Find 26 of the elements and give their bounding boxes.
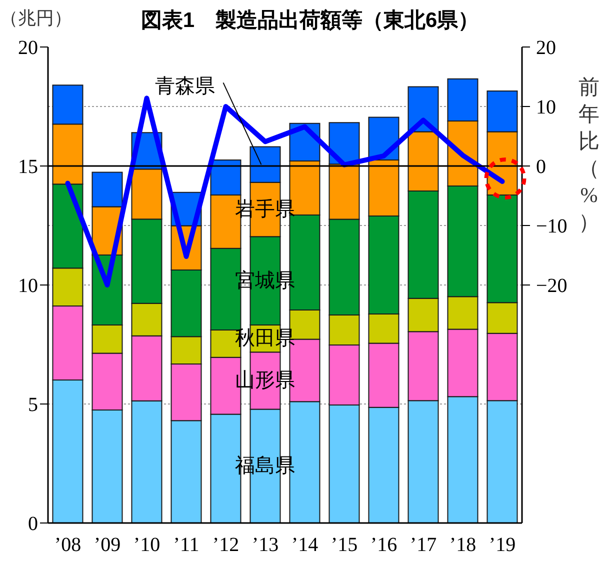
y-tick-label: 15 [18, 156, 38, 178]
x-tick-label: ’14 [291, 534, 318, 556]
x-tick-label: ’18 [449, 534, 476, 556]
y2-tick-label: 0 [536, 156, 546, 178]
y2-tick-label: 20 [536, 37, 556, 60]
series-label: 青森県 [155, 76, 216, 98]
x-tick-label: ’09 [94, 534, 121, 556]
y2-tick-label: −10 [536, 216, 568, 238]
y-axis-title: （兆円） [0, 7, 72, 30]
y2-axis-title: 前年比（%） [578, 74, 600, 236]
y-tick-label: 10 [18, 275, 38, 298]
x-tick-label: ’16 [370, 534, 398, 556]
x-tick-label: ’13 [252, 534, 279, 556]
y-tick-label: 0 [28, 513, 38, 536]
y-tick-label: 20 [18, 37, 38, 60]
y2-tick-label: 10 [536, 96, 556, 119]
chart-title: 図表1 製造品出荷額等（東北6県） [140, 8, 480, 34]
x-tick-label: ’15 [330, 534, 358, 556]
x-tick-label: ’08 [54, 534, 82, 556]
x-tick-label: ’12 [212, 534, 240, 556]
x-tick-label: ’17 [410, 534, 437, 556]
x-tick-label: ’19 [488, 534, 516, 556]
y2-tick-label: −20 [536, 275, 568, 298]
x-tick-label: ’11 [173, 534, 200, 556]
y-tick-label: 5 [28, 394, 38, 416]
x-tick-label: ’10 [133, 534, 160, 556]
